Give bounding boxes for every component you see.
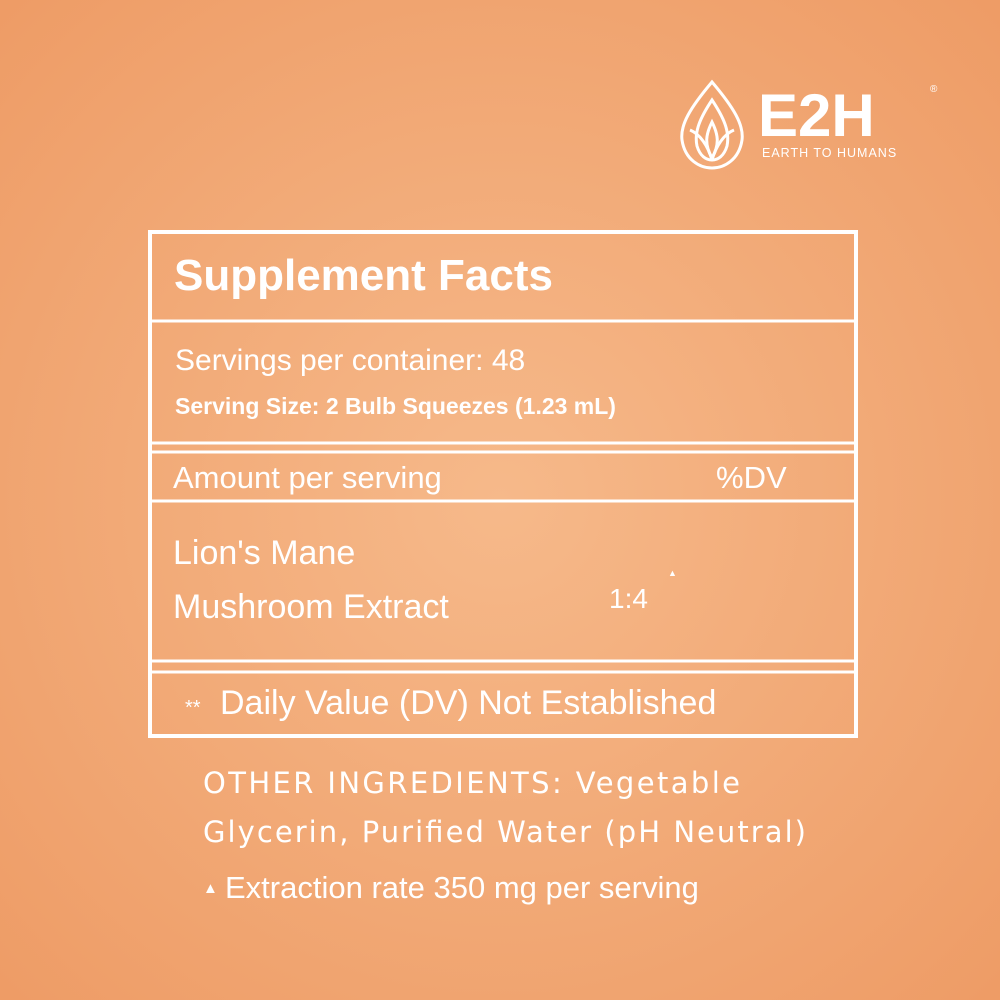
serving-size: Serving Size: 2 Bulb Squeezes (1.23 mL) bbox=[175, 393, 616, 419]
servings-per-container: Servings per container: 48 bbox=[175, 344, 525, 377]
ingredient-name: Lion's Mane bbox=[173, 534, 355, 572]
logo-tagline: EARTH TO HUMANS bbox=[762, 146, 897, 160]
ratio-marker: ▲ bbox=[668, 568, 677, 578]
amount-header: Amount per serving bbox=[173, 460, 442, 495]
panel-title: Supplement Facts bbox=[174, 251, 553, 300]
dv-header: %DV bbox=[716, 460, 787, 495]
extraction-marker: ▲ bbox=[203, 880, 218, 897]
extraction-rate: Extraction rate 350 mg per serving bbox=[225, 870, 699, 905]
logo-icon bbox=[680, 79, 744, 170]
ingredient-ratio: 1:4 bbox=[609, 583, 648, 614]
other-ingredients: Glycerin, Purified Water (pH Neutral) bbox=[203, 815, 806, 849]
other-ingredients: OTHER INGREDIENTS: Vegetable bbox=[203, 766, 740, 800]
panel-frame bbox=[148, 230, 858, 738]
footnote-marker: ** bbox=[185, 697, 201, 719]
ingredient-name: Mushroom Extract bbox=[173, 588, 449, 626]
logo-registered: ® bbox=[930, 84, 938, 95]
logo-name: E2H bbox=[758, 82, 875, 149]
footnote-text: Daily Value (DV) Not Established bbox=[220, 684, 716, 722]
